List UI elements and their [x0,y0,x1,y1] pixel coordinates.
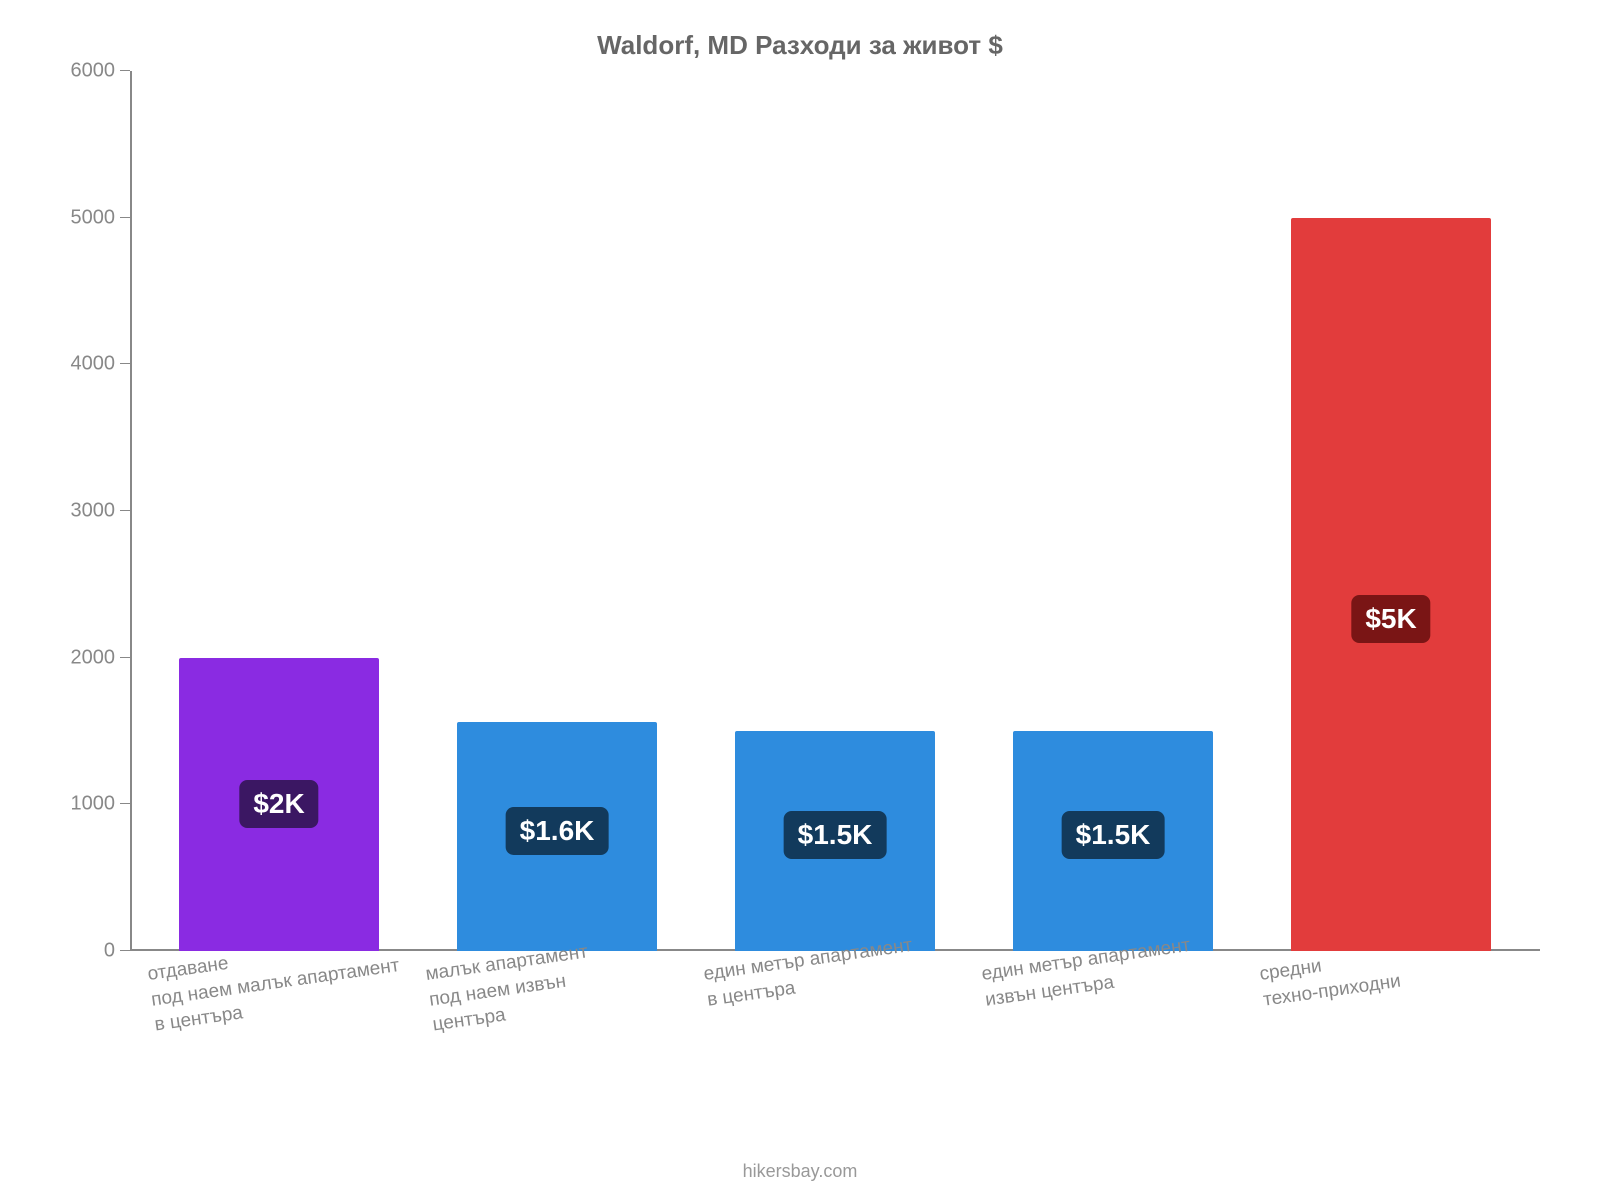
bars-group: $2K $1.6K $1.5K $1.5K $5K [130,71,1540,951]
y-tick-mark [120,217,130,218]
y-tick-mark [120,510,130,511]
plot-area: 0100020003000400050006000 $2K$1.6K$1.5K$… [130,71,1540,951]
bar-slot: $5K [1252,71,1530,951]
x-axis-label: един метър апартамент извън центъра [974,924,1270,1111]
y-tick-mark [120,70,130,71]
bar: $1.6K [457,722,657,951]
y-tick-mark [120,950,130,951]
y-tick-label: 0 [60,940,115,963]
bar: $1.5K [735,731,935,951]
y-tick-label: 2000 [60,646,115,669]
y-tick-mark [120,363,130,364]
y-tick-label: 3000 [60,500,115,523]
bar: $1.5K [1013,731,1213,951]
attribution-text: hikersbay.com [0,1161,1600,1182]
y-tick-label: 6000 [60,60,115,83]
bar-slot: $1.6K [418,71,696,951]
x-axis-label: средни техно-приходни [1252,924,1548,1111]
bar-slot: $1.5K [696,71,974,951]
bar-slot: $1.5K [974,71,1252,951]
bar: $2K [179,658,379,951]
x-axis-label: един метър апартамент в центъра [696,924,992,1111]
bar: $5K [1291,218,1491,951]
chart-container: Waldorf, MD Разходи за живот $ 0 1000 2000… [0,0,1600,1200]
chart-title: Waldorf, MD Разходи за живот $ [60,30,1540,61]
bar-value-badge: $1.6K [506,807,609,855]
bar-value-badge: $1.5K [784,811,887,859]
y-tick-label: 4000 [60,353,115,376]
bar-slot: $2K [140,71,418,951]
x-axis-label: малък апартамент под наем извън центъра [418,924,714,1111]
x-axis-labels: отдаване под наем малък апартамент в цен… [130,963,1540,1113]
y-tick-mark [120,803,130,804]
x-axis-label: отдаване под наем малък апартамент в цен… [140,924,436,1111]
y-tick-label: 5000 [60,206,115,229]
bar-value-badge: $1.5K [1062,811,1165,859]
bar-value-badge: $2K [239,780,318,828]
bar-value-badge: $5K [1351,595,1430,643]
y-tick-label: 1000 [60,793,115,816]
y-tick-mark [120,657,130,658]
